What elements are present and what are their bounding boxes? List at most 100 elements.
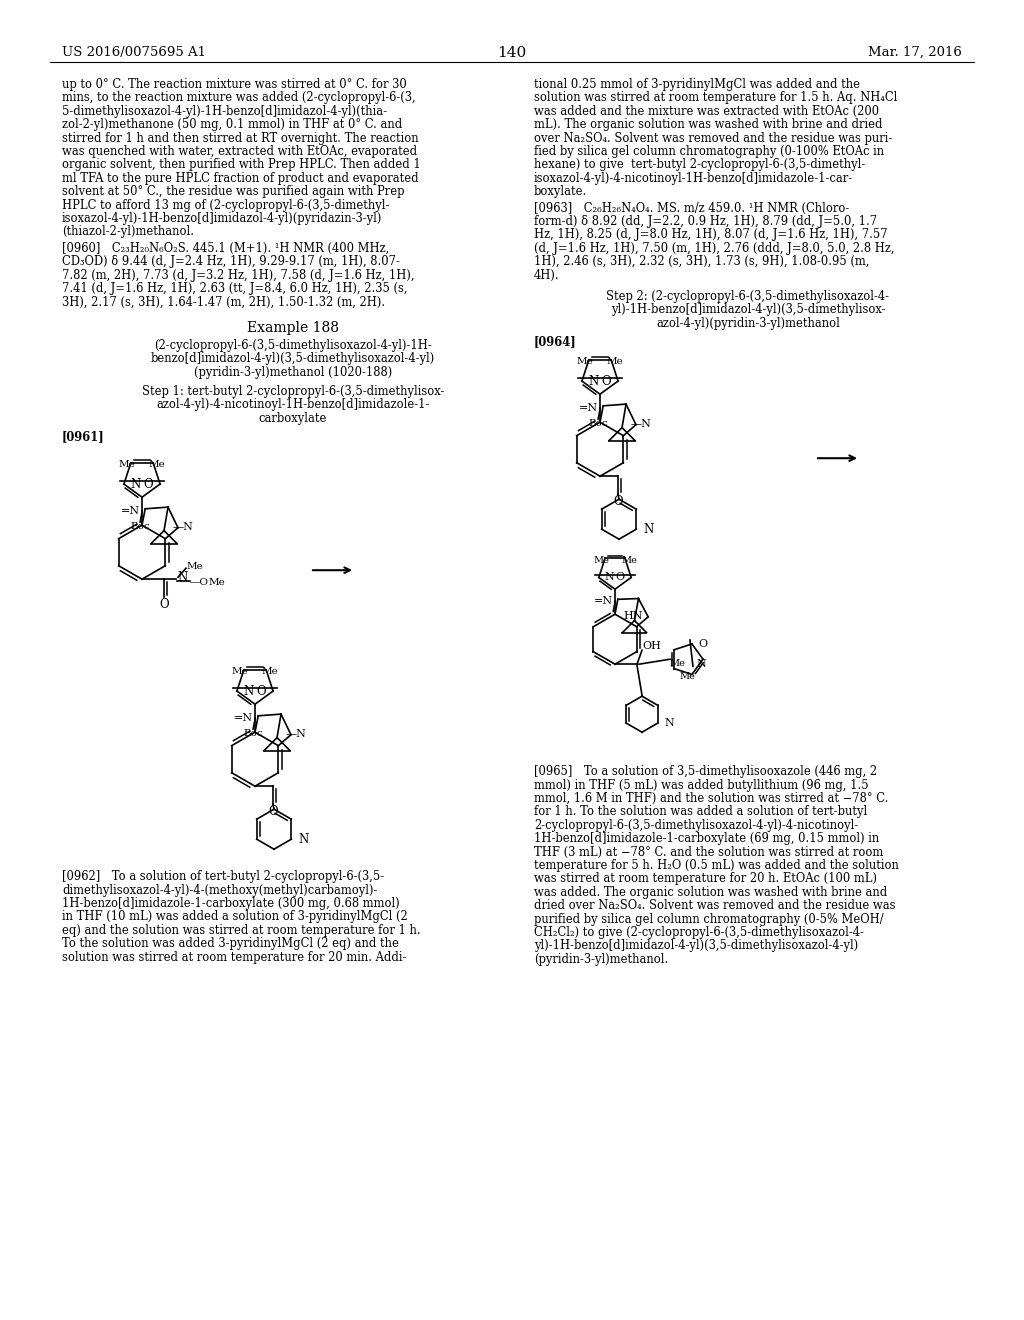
- Text: Example 188: Example 188: [247, 321, 339, 335]
- Text: yl)-1H-benzo[d]imidazol-4-yl)(3,5-dimethylisox-: yl)-1H-benzo[d]imidazol-4-yl)(3,5-dimeth…: [610, 304, 886, 317]
- Text: mmol) in THF (5 mL) was added butyllithium (96 mg, 1.5: mmol) in THF (5 mL) was added butyllithi…: [534, 779, 868, 792]
- Text: Me: Me: [187, 562, 204, 570]
- Text: Me: Me: [231, 668, 248, 676]
- Text: 140: 140: [498, 46, 526, 59]
- Text: [0961]: [0961]: [62, 430, 104, 444]
- Text: US 2016/0075695 A1: US 2016/0075695 A1: [62, 46, 206, 59]
- Text: (2-cyclopropyl-6-(3,5-dimethylisoxazol-4-yl)-1H-: (2-cyclopropyl-6-(3,5-dimethylisoxazol-4…: [155, 339, 432, 352]
- Text: yl)-1H-benzo[d]imidazol-4-yl)(3,5-dimethylisoxazol-4-yl): yl)-1H-benzo[d]imidazol-4-yl)(3,5-dimeth…: [534, 940, 858, 953]
- Text: boxylate.: boxylate.: [534, 185, 587, 198]
- Text: O: O: [613, 495, 623, 508]
- Text: Me: Me: [262, 668, 279, 676]
- Text: Me: Me: [679, 672, 695, 681]
- Text: Me: Me: [119, 461, 135, 470]
- Text: N: N: [243, 685, 253, 697]
- Text: dried over Na₂SO₄. Solvent was removed and the residue was: dried over Na₂SO₄. Solvent was removed a…: [534, 899, 896, 912]
- Text: was added and the mixture was extracted with EtOAc (200: was added and the mixture was extracted …: [534, 104, 880, 117]
- Text: was stirred at room temperature for 20 h. EtOAc (100 mL): was stirred at room temperature for 20 h…: [534, 873, 877, 886]
- Text: O: O: [159, 598, 169, 611]
- Text: O: O: [698, 639, 707, 649]
- Text: was added. The organic solution was washed with brine and: was added. The organic solution was wash…: [534, 886, 887, 899]
- Text: ml TFA to the pure HPLC fraction of product and evaporated: ml TFA to the pure HPLC fraction of prod…: [62, 172, 419, 185]
- Text: =N: =N: [580, 403, 598, 413]
- Text: 4H).: 4H).: [534, 268, 560, 281]
- Text: CH₂Cl₂) to give (2-cyclopropyl-6-(3,5-dimethylisoxazol-4-: CH₂Cl₂) to give (2-cyclopropyl-6-(3,5-di…: [534, 927, 864, 939]
- Text: solvent at 50° C., the residue was purified again with Prep: solvent at 50° C., the residue was purif…: [62, 185, 404, 198]
- Text: form-d) δ 8.92 (dd, J=2.2, 0.9 Hz, 1H), 8.79 (dd, J=5.0, 1.7: form-d) δ 8.92 (dd, J=2.2, 0.9 Hz, 1H), …: [534, 215, 878, 228]
- Text: 7.82 (m, 2H), 7.73 (d, J=3.2 Hz, 1H), 7.58 (d, J=1.6 Hz, 1H),: 7.82 (m, 2H), 7.73 (d, J=3.2 Hz, 1H), 7.…: [62, 268, 415, 281]
- Text: N: N: [298, 833, 308, 846]
- Text: —N: —N: [286, 729, 307, 739]
- Text: benzo[d]imidazol-4-yl)(3,5-dimethylisoxazol-4-yl): benzo[d]imidazol-4-yl)(3,5-dimethylisoxa…: [151, 352, 435, 366]
- Text: (d, J=1.6 Hz, 1H), 7.50 (m, 1H), 2.76 (ddd, J=8.0, 5.0, 2.8 Hz,: (d, J=1.6 Hz, 1H), 7.50 (m, 1H), 2.76 (d…: [534, 242, 895, 255]
- Text: solution was stirred at room temperature for 20 min. Addi-: solution was stirred at room temperature…: [62, 950, 407, 964]
- Text: over Na₂SO₄. Solvent was removed and the residue was puri-: over Na₂SO₄. Solvent was removed and the…: [534, 132, 892, 145]
- Text: O: O: [143, 478, 153, 491]
- Text: N: N: [605, 573, 614, 582]
- Text: Boc: Boc: [589, 420, 608, 428]
- Text: N: N: [697, 660, 707, 669]
- Text: organic solvent, then purified with Prep HPLC. Then added 1: organic solvent, then purified with Prep…: [62, 158, 421, 172]
- Text: mL). The organic solution was washed with brine and dried: mL). The organic solution was washed wit…: [534, 119, 883, 131]
- Text: stirred for 1 h and then stirred at RT overnight. The reaction: stirred for 1 h and then stirred at RT o…: [62, 132, 419, 145]
- Text: purified by silica gel column chromatography (0-5% MeOH/: purified by silica gel column chromatogr…: [534, 912, 884, 925]
- Text: =N: =N: [234, 713, 253, 723]
- Text: —O: —O: [190, 578, 209, 586]
- Text: [0962]  To a solution of tert-butyl 2-cyclopropyl-6-(3,5-: [0962] To a solution of tert-butyl 2-cyc…: [62, 870, 384, 883]
- Text: isoxazol-4-yl)-4-nicotinoyl-1H-benzo[d]imidazole-1-car-: isoxazol-4-yl)-4-nicotinoyl-1H-benzo[d]i…: [534, 172, 853, 185]
- Text: [0965]  To a solution of 3,5-dimethylisooxazole (446 mg, 2: [0965] To a solution of 3,5-dimethylisoo…: [534, 766, 878, 779]
- Text: Step 2: (2-cyclopropyl-6-(3,5-dimethylisoxazol-4-: Step 2: (2-cyclopropyl-6-(3,5-dimethylis…: [606, 290, 890, 304]
- Text: [0963]  C₂₆H₂₆N₄O₄. MS. m/z 459.0. ¹H NMR (Chloro-: [0963] C₂₆H₂₆N₄O₄. MS. m/z 459.0. ¹H NMR…: [534, 202, 849, 215]
- Text: Mar. 17, 2016: Mar. 17, 2016: [868, 46, 962, 59]
- Text: OH: OH: [642, 642, 660, 651]
- Text: THF (3 mL) at −78° C. and the solution was stirred at room: THF (3 mL) at −78° C. and the solution w…: [534, 846, 884, 858]
- Text: 1H), 2.46 (s, 3H), 2.32 (s, 3H), 1.73 (s, 9H), 1.08-0.95 (m,: 1H), 2.46 (s, 3H), 2.32 (s, 3H), 1.73 (s…: [534, 255, 869, 268]
- Text: Me: Me: [209, 578, 225, 586]
- Text: was quenched with water, extracted with EtOAc, evaporated: was quenched with water, extracted with …: [62, 145, 417, 158]
- Text: (thiazol-2-yl)methanol.: (thiazol-2-yl)methanol.: [62, 226, 194, 239]
- Text: =N: =N: [121, 506, 140, 516]
- Text: O: O: [256, 685, 266, 697]
- Text: N: N: [130, 478, 140, 491]
- Text: (pyridin-3-yl)methanol.: (pyridin-3-yl)methanol.: [534, 953, 669, 966]
- Text: dimethylisoxazol-4-yl)-4-(methoxy(methyl)carbamoyl)-: dimethylisoxazol-4-yl)-4-(methoxy(methyl…: [62, 883, 378, 896]
- Text: Hz, 1H), 8.25 (d, J=8.0 Hz, 1H), 8.07 (d, J=1.6 Hz, 1H), 7.57: Hz, 1H), 8.25 (d, J=8.0 Hz, 1H), 8.07 (d…: [534, 228, 888, 242]
- Text: Boc: Boc: [130, 523, 150, 531]
- Text: [0964]: [0964]: [534, 335, 577, 348]
- Text: O: O: [615, 573, 625, 582]
- Text: hexane) to give  tert-butyl 2-cyclopropyl-6-(3,5-dimethyl-: hexane) to give tert-butyl 2-cyclopropyl…: [534, 158, 865, 172]
- Text: (pyridin-3-yl)methanol (1020-188): (pyridin-3-yl)methanol (1020-188): [194, 366, 392, 379]
- Text: 1H-benzo[d]imidazole-1-carboxylate (300 mg, 0.68 mmol): 1H-benzo[d]imidazole-1-carboxylate (300 …: [62, 898, 399, 909]
- Text: 3H), 2.17 (s, 3H), 1.64-1.47 (m, 2H), 1.50-1.32 (m, 2H).: 3H), 2.17 (s, 3H), 1.64-1.47 (m, 2H), 1.…: [62, 296, 385, 309]
- Text: Me: Me: [621, 556, 637, 565]
- Text: Me: Me: [593, 556, 609, 565]
- Text: 7.41 (d, J=1.6 Hz, 1H), 2.63 (tt, J=8.4, 6.0 Hz, 1H), 2.35 (s,: 7.41 (d, J=1.6 Hz, 1H), 2.63 (tt, J=8.4,…: [62, 282, 408, 294]
- Text: isoxazol-4-yl)-1H-benzo[d]imidazol-4-yl)(pyridazin-3-yl): isoxazol-4-yl)-1H-benzo[d]imidazol-4-yl)…: [62, 213, 382, 224]
- Text: temperature for 5 h. H₂O (0.5 mL) was added and the solution: temperature for 5 h. H₂O (0.5 mL) was ad…: [534, 859, 899, 873]
- Text: mins, to the reaction mixture was added (2-cyclopropyl-6-(3,: mins, to the reaction mixture was added …: [62, 91, 416, 104]
- Text: N: N: [643, 523, 653, 536]
- Text: up to 0° C. The reaction mixture was stirred at 0° C. for 30: up to 0° C. The reaction mixture was sti…: [62, 78, 407, 91]
- Text: 1H-benzo[d]imidazole-1-carboxylate (69 mg, 0.15 mmol) in: 1H-benzo[d]imidazole-1-carboxylate (69 m…: [534, 832, 880, 845]
- Text: To the solution was added 3-pyridinylMgCl (2 eq) and the: To the solution was added 3-pyridinylMgC…: [62, 937, 399, 950]
- Text: Boc: Boc: [244, 729, 263, 738]
- Text: eq) and the solution was stirred at room temperature for 1 h.: eq) and the solution was stirred at room…: [62, 924, 421, 937]
- Text: azol-4-yl)-4-nicotinoyl-1H-benzo[d]imidazole-1-: azol-4-yl)-4-nicotinoyl-1H-benzo[d]imida…: [157, 399, 430, 412]
- Text: Me: Me: [669, 659, 685, 668]
- Text: O: O: [268, 805, 278, 817]
- Text: fied by silica gel column chromatography (0-100% EtOAc in: fied by silica gel column chromatography…: [534, 145, 884, 158]
- Text: carboxylate: carboxylate: [259, 412, 328, 425]
- Text: —N: —N: [173, 521, 194, 532]
- Text: N: N: [177, 570, 187, 583]
- Text: O: O: [601, 375, 611, 388]
- Text: Me: Me: [607, 358, 624, 367]
- Text: CD₃OD) δ 9.44 (d, J=2.4 Hz, 1H), 9.29-9.17 (m, 1H), 8.07-: CD₃OD) δ 9.44 (d, J=2.4 Hz, 1H), 9.29-9.…: [62, 255, 400, 268]
- Text: 2-cyclopropyl-6-(3,5-dimethylisoxazol-4-yl)-4-nicotinoyl-: 2-cyclopropyl-6-(3,5-dimethylisoxazol-4-…: [534, 818, 858, 832]
- Text: for 1 h. To the solution was added a solution of tert-butyl: for 1 h. To the solution was added a sol…: [534, 805, 867, 818]
- Text: solution was stirred at room temperature for 1.5 h. Aq. NH₄Cl: solution was stirred at room temperature…: [534, 91, 897, 104]
- Text: [0960]  C₂₃H₂₀N₆O₂S. 445.1 (M+1). ¹H NMR (400 MHz,: [0960] C₂₃H₂₀N₆O₂S. 445.1 (M+1). ¹H NMR …: [62, 242, 389, 255]
- Text: Me: Me: [577, 358, 593, 367]
- Text: N: N: [665, 718, 675, 729]
- Text: =N: =N: [594, 597, 612, 606]
- Text: —N: —N: [631, 418, 652, 429]
